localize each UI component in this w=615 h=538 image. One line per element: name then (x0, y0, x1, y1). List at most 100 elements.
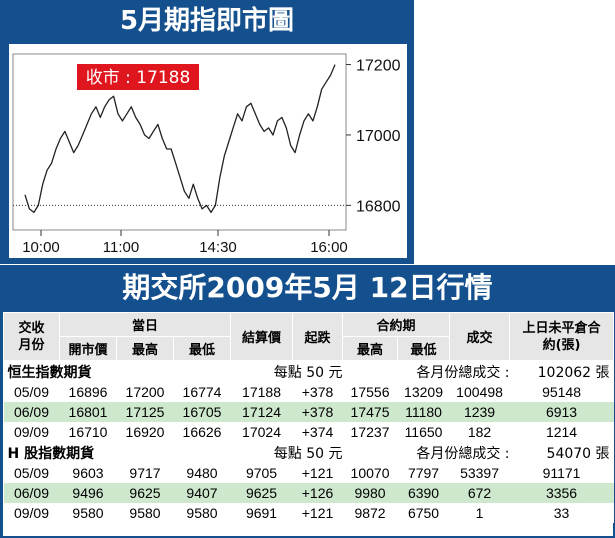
y-tick-label: 17200 (356, 58, 401, 75)
section-row-hsi: 恒生指數期貨 每點 50 元 各月份總成交 : 102062 張 (3, 360, 614, 382)
cell-cp-low: 6390 (397, 483, 450, 503)
section-row-hshare: H 股指數期貨 每點 50 元 各月份總成交 : 54070 張 (3, 442, 614, 463)
cell-high: 16920 (116, 422, 174, 442)
cell-settle: 9625 (230, 483, 293, 503)
cell-cp-low: 7797 (397, 463, 450, 483)
header-high: 最高 (116, 336, 174, 361)
cell-month: 05/09 (3, 463, 60, 483)
header-open-interest-text: 上日未平倉合約(張) (522, 320, 601, 353)
table-row: 09/09 9580 9580 9580 9691 +121 9872 6750… (3, 503, 614, 523)
x-tick-label: 16:00 (310, 239, 348, 256)
cell-change: +121 (292, 463, 343, 483)
cell-low: 16705 (173, 402, 231, 422)
y-tick-label: 16800 (356, 198, 401, 215)
cell-open: 9580 (59, 503, 117, 523)
cell-oi: 1214 (509, 422, 614, 442)
cell-low: 16626 (173, 422, 231, 442)
cell-high: 17125 (116, 402, 174, 422)
section-total: 54070 張 (509, 442, 614, 463)
header-settle: 結算價 (230, 312, 294, 361)
cell-month: 05/09 (3, 382, 60, 402)
cell-cp-low: 13209 (397, 382, 450, 402)
cell-settle: 17188 (230, 382, 293, 402)
section-name: 恒生指數期貨 (3, 360, 174, 382)
header-open-interest: 上日未平倉合約(張) (509, 312, 615, 361)
intraday-chart: 16800 17000 17200 10:00 11:00 14:30 16:00 收市 : … (12, 53, 401, 256)
cell-settle: 9691 (230, 503, 293, 523)
section-total: 102062 張 (509, 360, 614, 382)
cell-volume: 182 (449, 422, 510, 442)
section-total-label: 各月份總成交 : (342, 360, 510, 382)
quotes-table-area: 交收月份 當日 結算價 起跌 合約期 成交 上日未平倉合約(張) 開市價 最高 … (3, 312, 615, 536)
cell-cp-high: 9872 (342, 503, 398, 523)
header-contract-period: 合約期 (342, 312, 451, 337)
section-per-point: 每點 50 元 (173, 360, 343, 382)
header-contract-month: 交收月份 (3, 312, 60, 361)
cell-open: 9496 (59, 483, 117, 503)
cell-volume: 672 (449, 483, 510, 503)
cell-month: 09/09 (3, 422, 60, 442)
cell-oi: 95148 (509, 382, 614, 402)
header-cp-low: 最低 (397, 336, 451, 361)
cell-high: 9625 (116, 483, 174, 503)
table-title: 期交所2009年5月 12日行情 (122, 271, 493, 304)
section-name: H 股指數期貨 (3, 442, 174, 463)
header-contract-month-text: 交收月份 (18, 320, 45, 353)
cell-volume: 1 (449, 503, 510, 523)
cell-high: 9717 (116, 463, 174, 483)
price-series-line (24, 64, 336, 214)
table-row: 09/09 16710 16920 16626 17024 +374 17237… (3, 422, 614, 442)
section-total-label: 各月份總成交 : (342, 442, 510, 463)
cell-high: 9580 (116, 503, 174, 523)
cell-low: 9480 (173, 463, 231, 483)
cell-settle: 9705 (230, 463, 293, 483)
cell-volume: 53397 (449, 463, 510, 483)
close-label-box (77, 64, 199, 90)
cell-month: 06/09 (3, 483, 60, 503)
x-tick-label: 11:00 (103, 239, 139, 256)
cell-cp-low: 11180 (397, 402, 450, 422)
x-tick-label: 10:00 (22, 239, 60, 256)
cell-volume: 100498 (449, 382, 510, 402)
cell-cp-high: 9980 (342, 483, 398, 503)
cell-open: 16896 (59, 382, 117, 402)
header-cp-high: 最高 (342, 336, 399, 361)
cell-change: +374 (292, 422, 343, 442)
cell-high: 17200 (116, 382, 174, 402)
cell-low: 9407 (173, 483, 231, 503)
close-label-text: 收市 : 17188 (86, 68, 191, 88)
chart-area: 16800 17000 17200 10:00 11:00 14:30 16:00 收市 : … (9, 44, 407, 258)
cell-change: +378 (292, 382, 343, 402)
header-open: 開市價 (59, 336, 117, 361)
table-row: 05/09 16896 17200 16774 17188 +378 17556… (3, 382, 614, 402)
futures-quotes-table: 交收月份 當日 結算價 起跌 合約期 成交 上日未平倉合約(張) 開市價 最高 … (3, 312, 615, 523)
cell-change: +378 (292, 402, 343, 422)
table-row: 06/09 16801 17125 16705 17124 +378 17475… (3, 402, 614, 422)
cell-cp-high: 17475 (342, 402, 398, 422)
cell-settle: 17124 (230, 402, 293, 422)
cell-oi: 33 (509, 503, 614, 523)
header-low: 最低 (172, 336, 232, 361)
table-row: 05/09 9603 9717 9480 9705 +121 10070 779… (3, 463, 614, 483)
cell-oi: 91171 (509, 463, 614, 483)
x-tick-label: 14:30 (199, 239, 237, 256)
cell-change: +121 (292, 503, 343, 523)
cell-open: 16801 (59, 402, 117, 422)
cell-cp-high: 17556 (342, 382, 398, 402)
cell-oi: 6913 (509, 402, 614, 422)
cell-cp-high: 17237 (342, 422, 398, 442)
header-day: 當日 (58, 312, 232, 337)
cell-cp-low: 11650 (397, 422, 450, 442)
cell-cp-high: 10070 (342, 463, 398, 483)
cell-settle: 17024 (230, 422, 293, 442)
cell-month: 06/09 (3, 402, 60, 422)
chart-title: 5月期指即市圖 (119, 6, 295, 36)
cell-oi: 3356 (509, 483, 614, 503)
cell-month: 09/09 (3, 503, 60, 523)
section-per-point: 每點 50 元 (173, 442, 343, 463)
cell-change: +126 (292, 483, 343, 503)
header-change: 起跌 (292, 312, 344, 361)
cell-low: 16774 (173, 382, 231, 402)
cell-open: 16710 (59, 422, 117, 442)
cell-cp-low: 6750 (397, 503, 450, 523)
